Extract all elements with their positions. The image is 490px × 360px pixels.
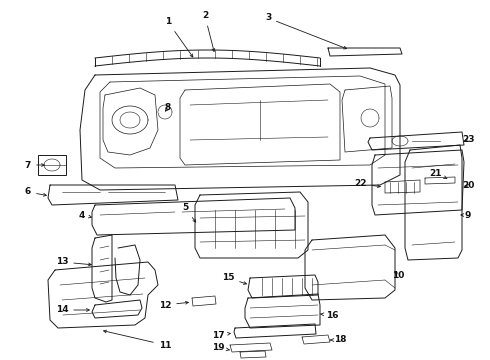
Text: 6: 6 <box>25 188 47 197</box>
Bar <box>38 155 66 175</box>
Text: 5: 5 <box>182 203 196 222</box>
Text: 7: 7 <box>25 161 44 170</box>
Text: 3: 3 <box>265 13 346 49</box>
Text: 14: 14 <box>56 306 89 315</box>
Text: 19: 19 <box>212 343 230 352</box>
Text: 21: 21 <box>429 168 447 179</box>
Text: 22: 22 <box>354 180 380 189</box>
Text: 18: 18 <box>331 336 346 345</box>
Text: 4: 4 <box>79 211 92 220</box>
Text: 13: 13 <box>56 257 91 266</box>
Text: 11: 11 <box>103 330 171 350</box>
Text: 17: 17 <box>212 330 230 339</box>
Text: 12: 12 <box>159 301 188 310</box>
Text: 8: 8 <box>165 104 171 112</box>
Text: 10: 10 <box>392 270 404 279</box>
Text: 16: 16 <box>320 310 338 320</box>
Text: 9: 9 <box>461 211 471 220</box>
Text: 15: 15 <box>222 274 246 284</box>
Text: 20: 20 <box>462 181 474 190</box>
Text: 1: 1 <box>165 18 193 57</box>
Text: 23: 23 <box>462 135 474 144</box>
Text: 2: 2 <box>202 12 215 51</box>
